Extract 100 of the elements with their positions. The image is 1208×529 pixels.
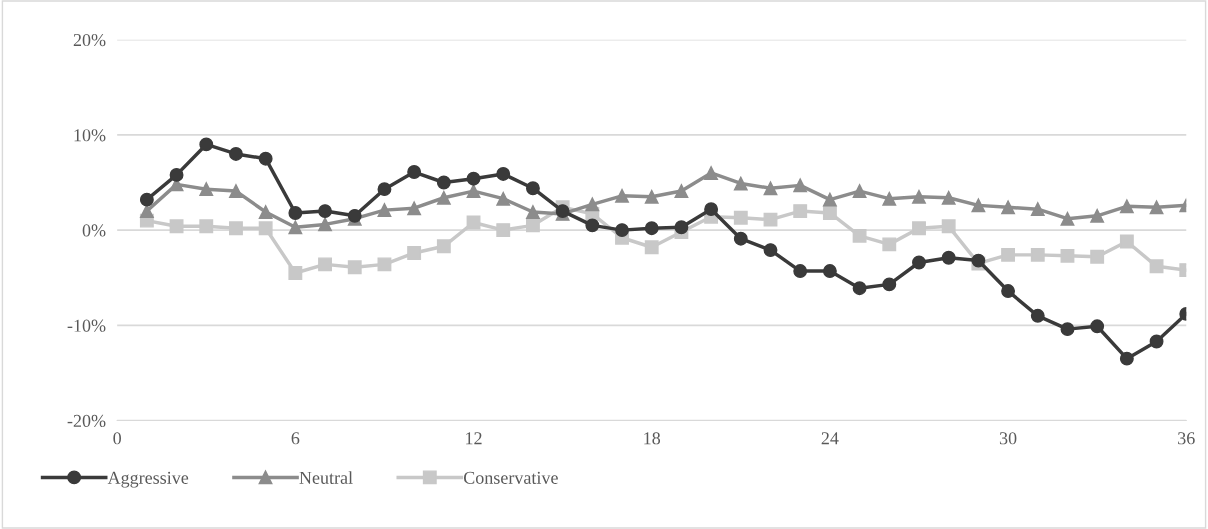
point — [1119, 234, 1134, 249]
x-tick-label: 36 — [1178, 432, 1195, 445]
point — [258, 205, 273, 219]
point — [822, 264, 837, 279]
point — [763, 181, 778, 196]
point — [436, 239, 451, 254]
point — [912, 221, 926, 236]
point — [288, 206, 303, 220]
point — [318, 217, 332, 232]
point — [674, 220, 689, 235]
point — [377, 203, 392, 218]
point — [882, 277, 897, 292]
point — [199, 182, 214, 197]
x-tick-label: 12 — [466, 432, 482, 445]
point — [377, 257, 392, 272]
y-tick-label: 0% — [82, 224, 106, 237]
point — [704, 166, 719, 180]
point — [525, 181, 540, 196]
point — [852, 281, 867, 296]
point — [347, 260, 362, 275]
point — [496, 191, 511, 206]
point — [1030, 202, 1045, 217]
x-tick-label: 6 — [291, 432, 300, 445]
point — [407, 165, 422, 179]
point — [674, 184, 689, 199]
point — [912, 255, 926, 270]
point — [822, 192, 837, 207]
x-tick-label: 30 — [999, 432, 1017, 445]
point — [199, 137, 214, 152]
point — [1060, 248, 1075, 263]
point — [288, 220, 303, 235]
point — [288, 266, 303, 280]
point — [941, 219, 956, 234]
point — [1030, 308, 1045, 323]
legend-label: Conservative — [463, 471, 558, 484]
point — [466, 171, 481, 186]
point — [615, 188, 629, 203]
point — [436, 190, 451, 205]
point — [1001, 200, 1016, 215]
point — [882, 191, 897, 206]
point — [793, 264, 808, 279]
point — [258, 151, 273, 166]
point — [763, 243, 778, 258]
point — [1090, 208, 1105, 223]
point — [1149, 200, 1164, 215]
point — [1030, 247, 1045, 262]
point — [793, 178, 808, 193]
point — [496, 166, 511, 181]
point — [377, 182, 392, 197]
x-tick-label: 0 — [113, 432, 121, 445]
point — [1060, 322, 1075, 337]
point — [436, 175, 451, 190]
point — [466, 184, 481, 199]
point — [1090, 319, 1105, 334]
point — [318, 204, 332, 219]
point — [615, 223, 629, 238]
point — [941, 250, 956, 265]
point — [941, 190, 956, 205]
point — [169, 219, 184, 234]
y-tick-label: 20% — [73, 33, 106, 47]
point — [229, 221, 243, 236]
point — [229, 146, 243, 161]
point — [1149, 334, 1164, 349]
point — [139, 204, 154, 219]
legend-label: Aggressive — [107, 471, 189, 488]
point — [733, 231, 748, 246]
point — [525, 218, 540, 233]
y-tick-label: -10% — [67, 319, 106, 332]
point — [258, 221, 273, 236]
point — [1119, 351, 1134, 366]
point — [199, 219, 214, 234]
point — [1001, 284, 1016, 299]
point — [1149, 259, 1164, 274]
point — [852, 228, 867, 243]
x-tick-label: 18 — [644, 432, 661, 445]
point — [1119, 199, 1134, 214]
point — [139, 192, 154, 207]
point — [822, 206, 837, 220]
point — [882, 237, 897, 252]
point — [585, 197, 600, 212]
point — [971, 198, 986, 213]
point — [407, 201, 422, 216]
point — [169, 167, 184, 182]
point — [1060, 211, 1075, 226]
point — [763, 212, 778, 227]
point — [1001, 247, 1016, 262]
point — [407, 246, 422, 260]
point — [229, 184, 243, 199]
point — [733, 176, 748, 191]
x-tick-label: 24 — [821, 432, 839, 445]
point — [793, 204, 808, 219]
point — [496, 223, 511, 238]
point — [644, 240, 659, 255]
point — [585, 218, 600, 233]
point — [318, 257, 332, 272]
point — [852, 184, 867, 199]
point — [1090, 249, 1105, 264]
point — [525, 205, 540, 219]
point — [733, 210, 748, 225]
y-tick-label: -20% — [67, 414, 106, 428]
